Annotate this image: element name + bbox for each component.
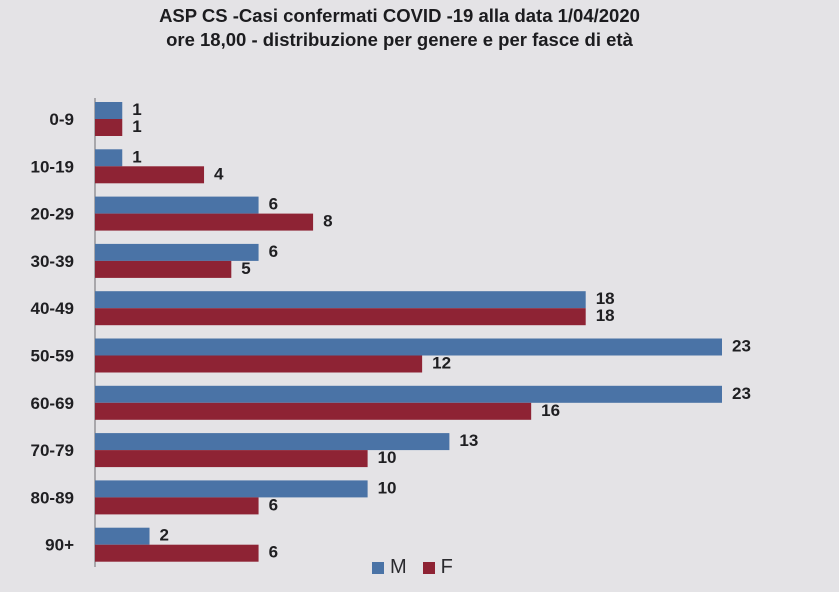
bar-f [95, 260, 232, 278]
data-label-f: 18 [596, 306, 615, 325]
data-label-f: 12 [432, 354, 451, 373]
category-label: 10-19 [31, 157, 74, 176]
data-label-m: 6 [269, 195, 278, 214]
data-label-m: 1 [132, 147, 141, 166]
data-label-m: 1 [132, 100, 141, 119]
bar-f [95, 544, 259, 562]
data-label-m: 23 [732, 337, 751, 356]
legend-label-f: F [440, 556, 453, 578]
data-label-f: 10 [378, 448, 397, 467]
legend-label-m: M [390, 556, 407, 578]
data-label-m: 23 [732, 384, 751, 403]
category-label: 60-69 [31, 394, 74, 413]
bar-m [95, 433, 450, 451]
bar-f [95, 402, 532, 420]
data-label-f: 1 [132, 117, 141, 136]
bar-f [95, 497, 259, 515]
bar-f [95, 119, 123, 136]
bar-m [95, 527, 150, 545]
bar-m [95, 196, 259, 214]
bar-m [95, 338, 722, 356]
category-label: 50-59 [31, 347, 74, 366]
legend-swatch-m [372, 561, 384, 574]
bar-m [95, 102, 123, 119]
category-label: 0-9 [49, 110, 74, 129]
data-label-f: 16 [541, 401, 560, 420]
category-label: 70-79 [31, 441, 74, 460]
legend-item-m: M [372, 556, 407, 579]
bar-f [95, 450, 368, 468]
data-label-f: 6 [269, 543, 278, 562]
bar-f [95, 213, 314, 231]
data-label-f: 5 [241, 259, 250, 278]
legend-item-f: F [422, 556, 453, 579]
bar-m [95, 149, 123, 167]
bar-f [95, 166, 205, 184]
category-label: 90+ [45, 536, 74, 555]
title-line-1: ASP CS -Casi confermati COVID -19 alla d… [159, 5, 640, 26]
bar-f [95, 355, 423, 373]
bar-f [95, 308, 586, 326]
category-label: 40-49 [31, 299, 74, 318]
bar-m [95, 291, 586, 309]
data-label-m: 10 [378, 478, 397, 497]
chart-title: ASP CS -Casi confermati COVID -19 alla d… [0, 4, 839, 52]
title-line-2: ore 18,00 - distribuzione per genere e p… [166, 29, 633, 50]
data-label-m: 2 [160, 526, 169, 545]
category-label: 30-39 [31, 252, 74, 271]
data-label-f: 4 [214, 164, 224, 183]
data-label-m: 6 [269, 242, 278, 261]
category-label: 20-29 [31, 205, 74, 224]
category-label: 80-89 [31, 488, 74, 507]
legend: M F [372, 556, 469, 579]
bar-m [95, 385, 722, 403]
data-label-m: 18 [596, 289, 615, 308]
bar-m [95, 480, 368, 498]
data-label-f: 8 [323, 212, 332, 231]
data-label-m: 13 [459, 431, 478, 450]
bar-m [95, 243, 259, 261]
data-label-f: 6 [269, 495, 278, 514]
legend-swatch-f [422, 561, 435, 574]
